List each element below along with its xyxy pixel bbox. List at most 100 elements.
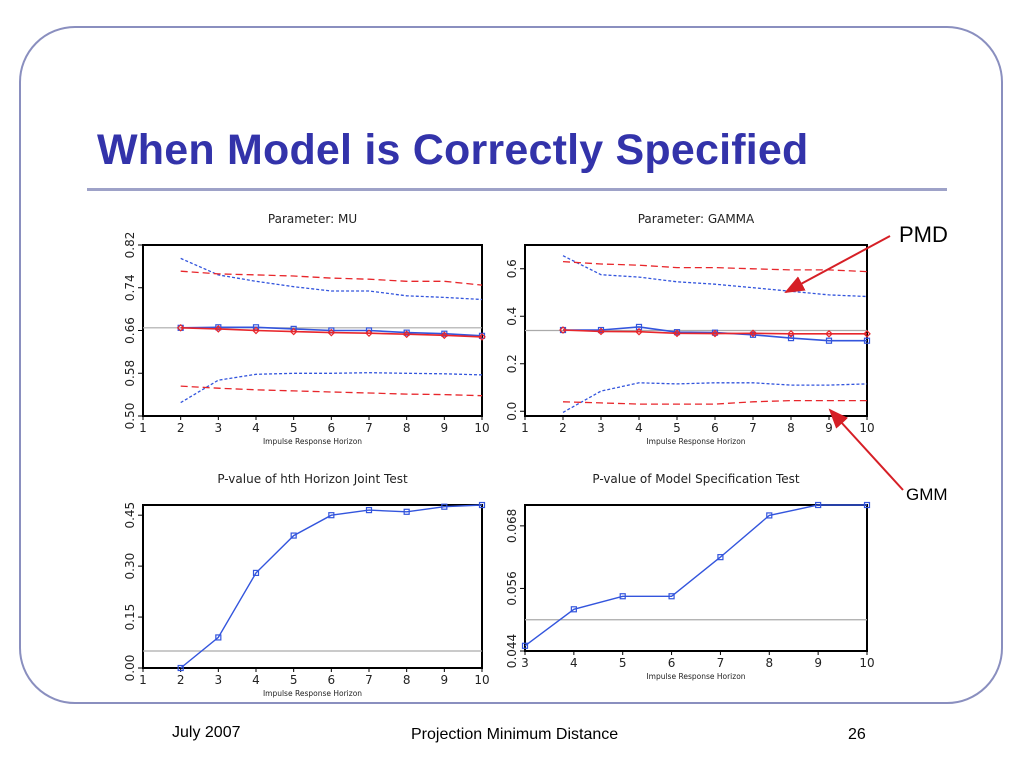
gmm-callout-label: GMM	[906, 485, 948, 504]
data-point-p-value	[766, 512, 773, 519]
data-point-gmm-estimate	[863, 329, 871, 338]
chart-title: P-value of hth Horizon Joint Test	[217, 472, 408, 486]
x-tick-label: 2	[177, 421, 185, 435]
footer-date: July 2007	[172, 724, 241, 741]
data-point-pmd-estimate	[787, 335, 795, 342]
chart-title: P-value of Model Specification Test	[592, 472, 800, 486]
y-tick-label: 0.82	[123, 232, 137, 259]
x-axis-label: Impulse Response Horizon	[646, 672, 745, 681]
data-point-pmd-estimate	[441, 330, 448, 337]
x-tick-label: 5	[290, 673, 298, 687]
x-tick-label: 4	[570, 656, 578, 670]
x-tick-label: 9	[814, 656, 822, 670]
series-line-gmm-estimate	[562, 329, 867, 335]
x-tick-label: 9	[441, 421, 449, 435]
plot-area	[524, 504, 868, 652]
data-point-gmm-estimate	[176, 323, 185, 332]
data-point-gmm-estimate	[440, 331, 449, 340]
y-tick-label: 0.044	[505, 634, 519, 668]
chart-title: Parameter: MU	[268, 212, 357, 226]
x-tick-label: 3	[215, 673, 223, 687]
x-tick-label: 10	[859, 656, 874, 670]
page-number: 26	[848, 726, 866, 743]
x-tick-label: 1	[521, 421, 529, 435]
series-line-p-value	[524, 504, 867, 647]
chart-parameter-mu: Parameter: MU 0.50 0.58 0.66 0.74 0.82 1 2 3 4 5 6 7…	[123, 212, 490, 446]
data-point-gmm-estimate	[214, 325, 223, 333]
data-point-gmm-estimate	[252, 326, 260, 335]
y-tick-label: 0.0	[505, 402, 519, 421]
y-tick-label: 0.2	[505, 354, 519, 373]
data-point-p-value	[521, 642, 529, 649]
data-point-gmm-estimate	[825, 329, 833, 338]
pmd-callout-label: PMD	[899, 222, 948, 247]
data-point-gmm-estimate	[635, 327, 643, 336]
data-point-p-value	[717, 554, 724, 561]
x-tick-label: 10	[474, 673, 489, 687]
data-point-gmm-estimate	[597, 327, 605, 336]
x-tick-label: 6	[328, 673, 336, 687]
x-tick-label: 5	[673, 421, 681, 435]
x-tick-label: 8	[403, 673, 411, 687]
data-point-gmm-estimate	[749, 329, 757, 338]
y-tick-label: 0.66	[123, 317, 137, 344]
gmm-arrow	[828, 408, 904, 491]
data-point-p-value	[177, 664, 184, 672]
x-tick-label: 3	[521, 656, 529, 670]
series-line-gmm-upper	[180, 270, 483, 286]
data-point-gmm-estimate	[289, 327, 298, 336]
chart-specification-test-pvalue: P-value of Model Specification Test 0.044…	[505, 472, 875, 681]
series-line-pmd-upper	[180, 257, 483, 301]
y-tick-label: 0.58	[123, 360, 137, 387]
data-point-p-value	[863, 501, 871, 509]
data-point-p-value	[365, 506, 373, 514]
title-divider	[87, 188, 947, 191]
series-line-gmm-upper	[562, 260, 868, 273]
x-tick-label: 7	[717, 656, 725, 670]
x-tick-label: 2	[177, 673, 185, 687]
data-point-gmm-estimate	[327, 328, 336, 337]
data-point-p-value	[441, 503, 448, 510]
plot-area	[142, 504, 483, 669]
data-point-gmm-estimate	[478, 333, 486, 341]
series-line-pmd-lower	[180, 372, 483, 404]
data-point-gmm-estimate	[673, 329, 681, 338]
data-point-pmd-estimate	[597, 326, 605, 334]
x-tick-label: 4	[252, 673, 260, 687]
x-tick-label: 1	[139, 673, 147, 687]
series-line-pmd-estimate	[563, 326, 867, 342]
data-point-gmm-estimate	[365, 329, 373, 338]
data-point-gmm-estimate	[711, 329, 719, 338]
data-point-gmm-estimate	[402, 330, 411, 339]
data-point-p-value	[328, 512, 335, 519]
x-tick-label: 8	[787, 421, 795, 435]
data-point-pmd-estimate	[749, 331, 757, 338]
x-axis-label: Impulse Response Horizon	[263, 689, 362, 698]
data-point-p-value	[668, 593, 675, 600]
chart-title: Parameter: GAMMA	[638, 212, 755, 226]
data-point-p-value	[570, 606, 577, 613]
data-point-gmm-estimate	[787, 329, 795, 338]
x-tick-label: 10	[859, 421, 874, 435]
data-point-p-value	[403, 508, 410, 515]
data-point-p-value	[478, 501, 486, 509]
pmd-arrow	[784, 235, 891, 293]
x-tick-label: 5	[290, 421, 298, 435]
x-tick-label: 1	[139, 421, 147, 435]
x-tick-label: 4	[252, 421, 260, 435]
x-tick-label: 4	[635, 421, 643, 435]
x-tick-label: 5	[619, 656, 627, 670]
series-line-pmd-upper	[562, 255, 868, 298]
data-point-pmd-estimate	[825, 337, 833, 344]
chart-joint-test-pvalue: P-value of hth Horizon Joint Test 0.00 0.1…	[123, 472, 490, 698]
footer-presentation-title: Projection Minimum Distance	[411, 726, 619, 743]
x-tick-label: 6	[668, 656, 676, 670]
data-point-p-value	[815, 501, 822, 509]
x-axis-label: Impulse Response Horizon	[263, 437, 362, 446]
data-point-gmm-estimate	[559, 326, 567, 334]
x-tick-label: 7	[365, 421, 373, 435]
y-tick-label: 0.068	[505, 509, 519, 543]
x-tick-label: 2	[559, 421, 567, 435]
